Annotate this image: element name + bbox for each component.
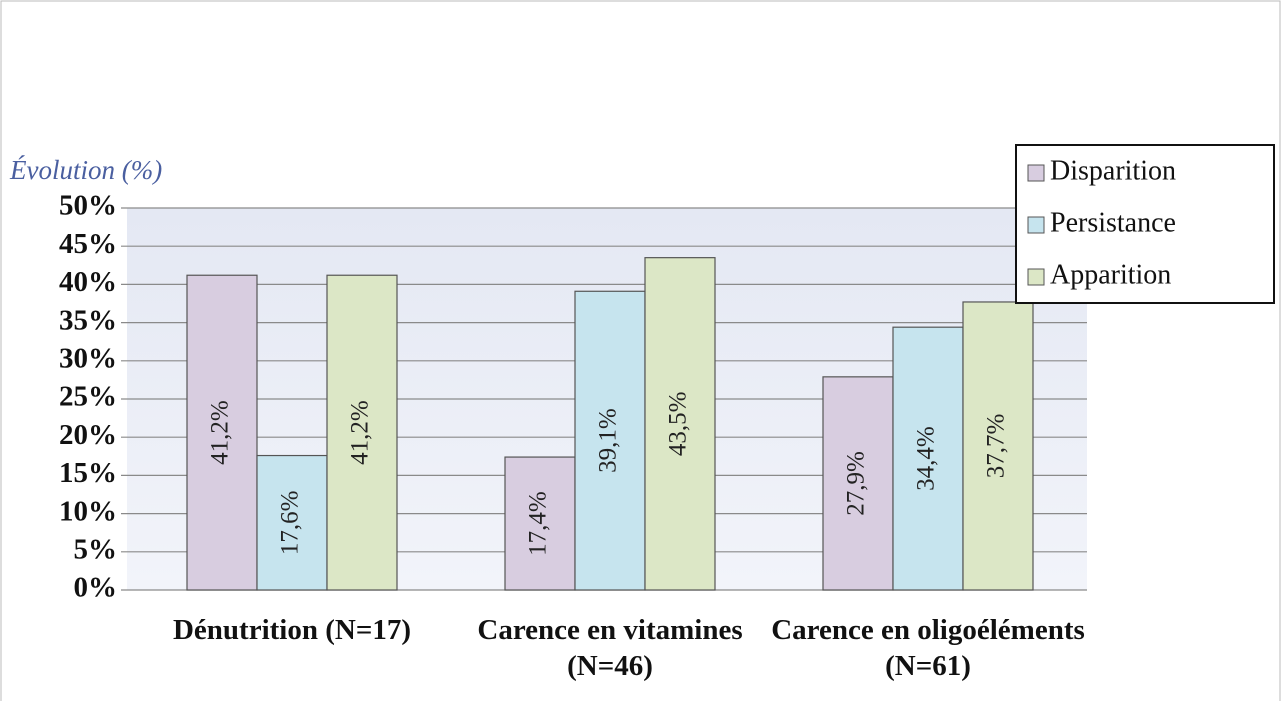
y-tick-label: 5%: [74, 533, 118, 565]
bar: [186, 274, 258, 591]
legend-label: Apparition: [1050, 259, 1171, 290]
y-tick-label: 10%: [59, 495, 117, 527]
bar: [644, 257, 716, 591]
bar: [962, 301, 1034, 591]
x-tick-label: Carence en oligoéléments (N=61): [771, 614, 1085, 682]
data-label: 41,2%: [347, 400, 374, 465]
y-tick-label: 50%: [59, 190, 117, 222]
y-tick-label: 25%: [59, 381, 117, 413]
bar: [504, 456, 576, 591]
y-tick-label: 40%: [59, 266, 117, 298]
legend-swatch: [1027, 268, 1045, 286]
data-label: 41,2%: [207, 400, 234, 465]
data-label: 43,5%: [665, 392, 692, 457]
legend-swatch: [1027, 164, 1045, 182]
data-label: 27,9%: [843, 451, 870, 516]
legend-label: Disparition: [1050, 155, 1176, 186]
y-tick-label: 20%: [59, 419, 117, 451]
data-label: 39,1%: [595, 408, 622, 473]
bar: [326, 274, 398, 591]
y-tick-label: 0%: [74, 572, 118, 604]
y-tick-label: 30%: [59, 342, 117, 374]
y-tick-label: 45%: [59, 228, 117, 260]
data-label: 17,4%: [525, 491, 552, 556]
x-tick-label: Dénutrition (N=17): [172, 614, 412, 646]
bar: [892, 326, 964, 591]
legend-box: [1015, 144, 1275, 304]
x-tick-label: Carence en vitamines (N=46): [477, 614, 743, 682]
bar: [574, 290, 646, 591]
bar: [822, 376, 894, 591]
y-tick-label: 15%: [59, 457, 117, 489]
data-label: 17,6%: [277, 490, 304, 555]
y-tick-label: 35%: [59, 304, 117, 336]
data-label: 34,4%: [913, 426, 940, 491]
legend-swatch: [1027, 216, 1045, 234]
legend-label: Persistance: [1050, 207, 1176, 238]
data-label: 37,7%: [983, 414, 1010, 479]
axis-title: Évolution (%): [9, 155, 162, 185]
